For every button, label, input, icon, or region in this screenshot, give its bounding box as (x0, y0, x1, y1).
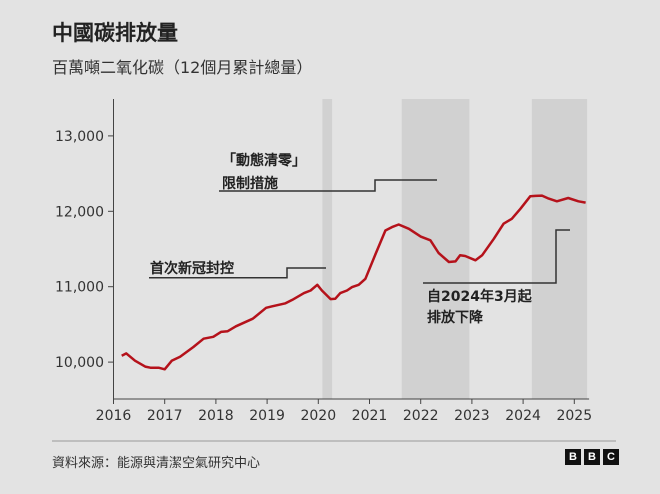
x-tick-label: 2019 (249, 408, 285, 424)
annotation-label: 排放下降 (427, 309, 484, 326)
y-tick-label: 12,000 (55, 204, 104, 220)
annotation-label: 首次新冠封控 (150, 260, 234, 277)
x-tick-label: 2021 (352, 408, 388, 424)
x-tick-label: 2016 (96, 408, 132, 424)
annotation-label: 「動態清零」 (222, 152, 306, 169)
shaded-period (322, 99, 333, 399)
x-tick-label: 2022 (403, 408, 439, 424)
x-tick-label: 2018 (198, 408, 234, 424)
shaded-period (531, 99, 588, 399)
x-tick-label: 2025 (556, 408, 592, 424)
annotation-leader-line (423, 229, 570, 284)
annotation-label: 限制措施 (222, 175, 278, 192)
chart-title: 中國碳排放量 (52, 21, 178, 45)
annotation-leader-line (219, 179, 437, 192)
x-tick-label: 2020 (300, 408, 336, 424)
source-note: 資料來源：能源與清潔空氣研究中心 (52, 456, 261, 471)
y-tick-label: 11,000 (55, 280, 104, 296)
chart-subtitle: 百萬噸二氧化碳（12個月累計總量） (52, 58, 313, 77)
annotation-leader-line (149, 267, 326, 279)
x-tick-label: 2017 (147, 408, 183, 424)
annotation-label: 自2024年3月起 (427, 288, 533, 305)
x-tick-label: 2023 (454, 408, 490, 424)
x-tick-label: 2024 (505, 408, 541, 424)
y-tick-label: 13,000 (55, 129, 104, 145)
y-tick-label: 10,000 (55, 355, 104, 371)
